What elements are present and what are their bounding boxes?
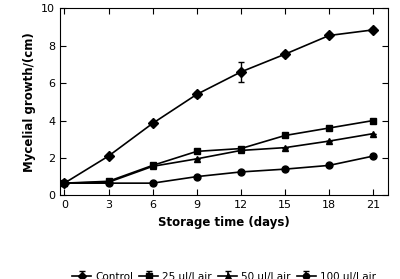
Y-axis label: Mycelial growth/(cm): Mycelial growth/(cm) xyxy=(22,32,36,172)
Legend: Control, 25 μl/l air, 50 μl/l air, 100 μl/l air: Control, 25 μl/l air, 50 μl/l air, 100 μ… xyxy=(68,268,380,279)
X-axis label: Storage time (days): Storage time (days) xyxy=(158,216,290,229)
